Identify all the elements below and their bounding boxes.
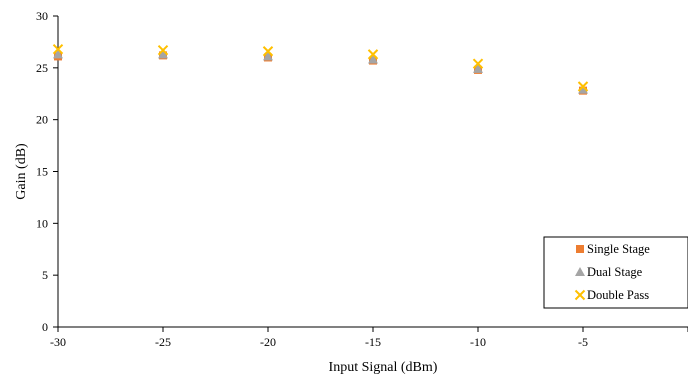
series-group	[52, 43, 589, 95]
x-tick-label: -10	[470, 335, 486, 349]
data-point-x	[52, 43, 64, 55]
y-tick-label: 30	[36, 9, 48, 23]
data-point-x	[577, 81, 589, 92]
legend-marker	[576, 245, 584, 253]
data-point-x	[262, 46, 274, 57]
data-point-triangle	[158, 49, 168, 59]
x-tick-label: -30	[50, 335, 66, 349]
y-tick-label: 5	[42, 268, 48, 282]
data-point-triangle	[263, 51, 273, 61]
data-point-x	[472, 58, 484, 69]
legend-marker	[575, 267, 585, 276]
legend: Single Stage Dual Stage Double Pass	[543, 236, 688, 309]
data-point-triangle	[578, 84, 588, 94]
y-tick-label: 25	[36, 61, 48, 75]
legend-label: Dual Stage	[587, 265, 643, 279]
y-tick-label: 20	[36, 113, 48, 127]
legend-marker	[574, 289, 586, 301]
legend-label: Single Stage	[587, 242, 650, 256]
data-point-x	[157, 45, 169, 56]
x-tick-label: -5	[578, 335, 588, 349]
data-point-triangle	[473, 63, 483, 73]
y-tick-label: 10	[36, 216, 48, 230]
y-tick-label: 0	[42, 320, 48, 334]
legend-label: Double Pass	[587, 288, 649, 302]
x-axis-title: Input Signal (dBm)	[329, 360, 438, 375]
data-point-triangle	[368, 54, 378, 64]
data-point-triangle	[53, 49, 63, 59]
y-axis-title: Gain (dB)	[14, 143, 29, 200]
x-tick-label: -25	[155, 335, 171, 349]
axes-group: 0 5 10 15 20 25 30 -30 -25 -20 -15 -10 -5	[36, 9, 688, 349]
legend-box	[543, 236, 688, 309]
y-tick-label: 15	[36, 165, 48, 179]
x-tick-label: -20	[260, 335, 276, 349]
x-tick-label: -15	[365, 335, 381, 349]
data-point-x	[367, 49, 379, 60]
